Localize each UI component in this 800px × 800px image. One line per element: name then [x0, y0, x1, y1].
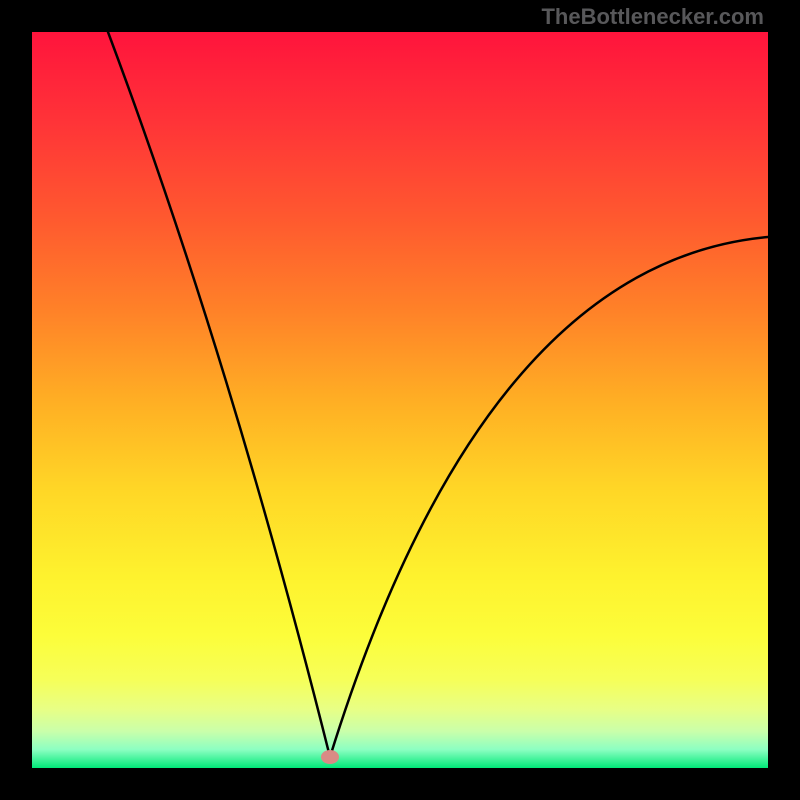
watermark-text: TheBottlenecker.com: [541, 4, 764, 30]
border-bottom: [0, 768, 800, 800]
optimum-marker: [321, 750, 339, 764]
border-right: [768, 0, 800, 800]
bottleneck-curve: [32, 32, 768, 768]
chart-canvas: TheBottlenecker.com: [0, 0, 800, 800]
border-left: [0, 0, 32, 800]
plot-area: [32, 32, 768, 768]
